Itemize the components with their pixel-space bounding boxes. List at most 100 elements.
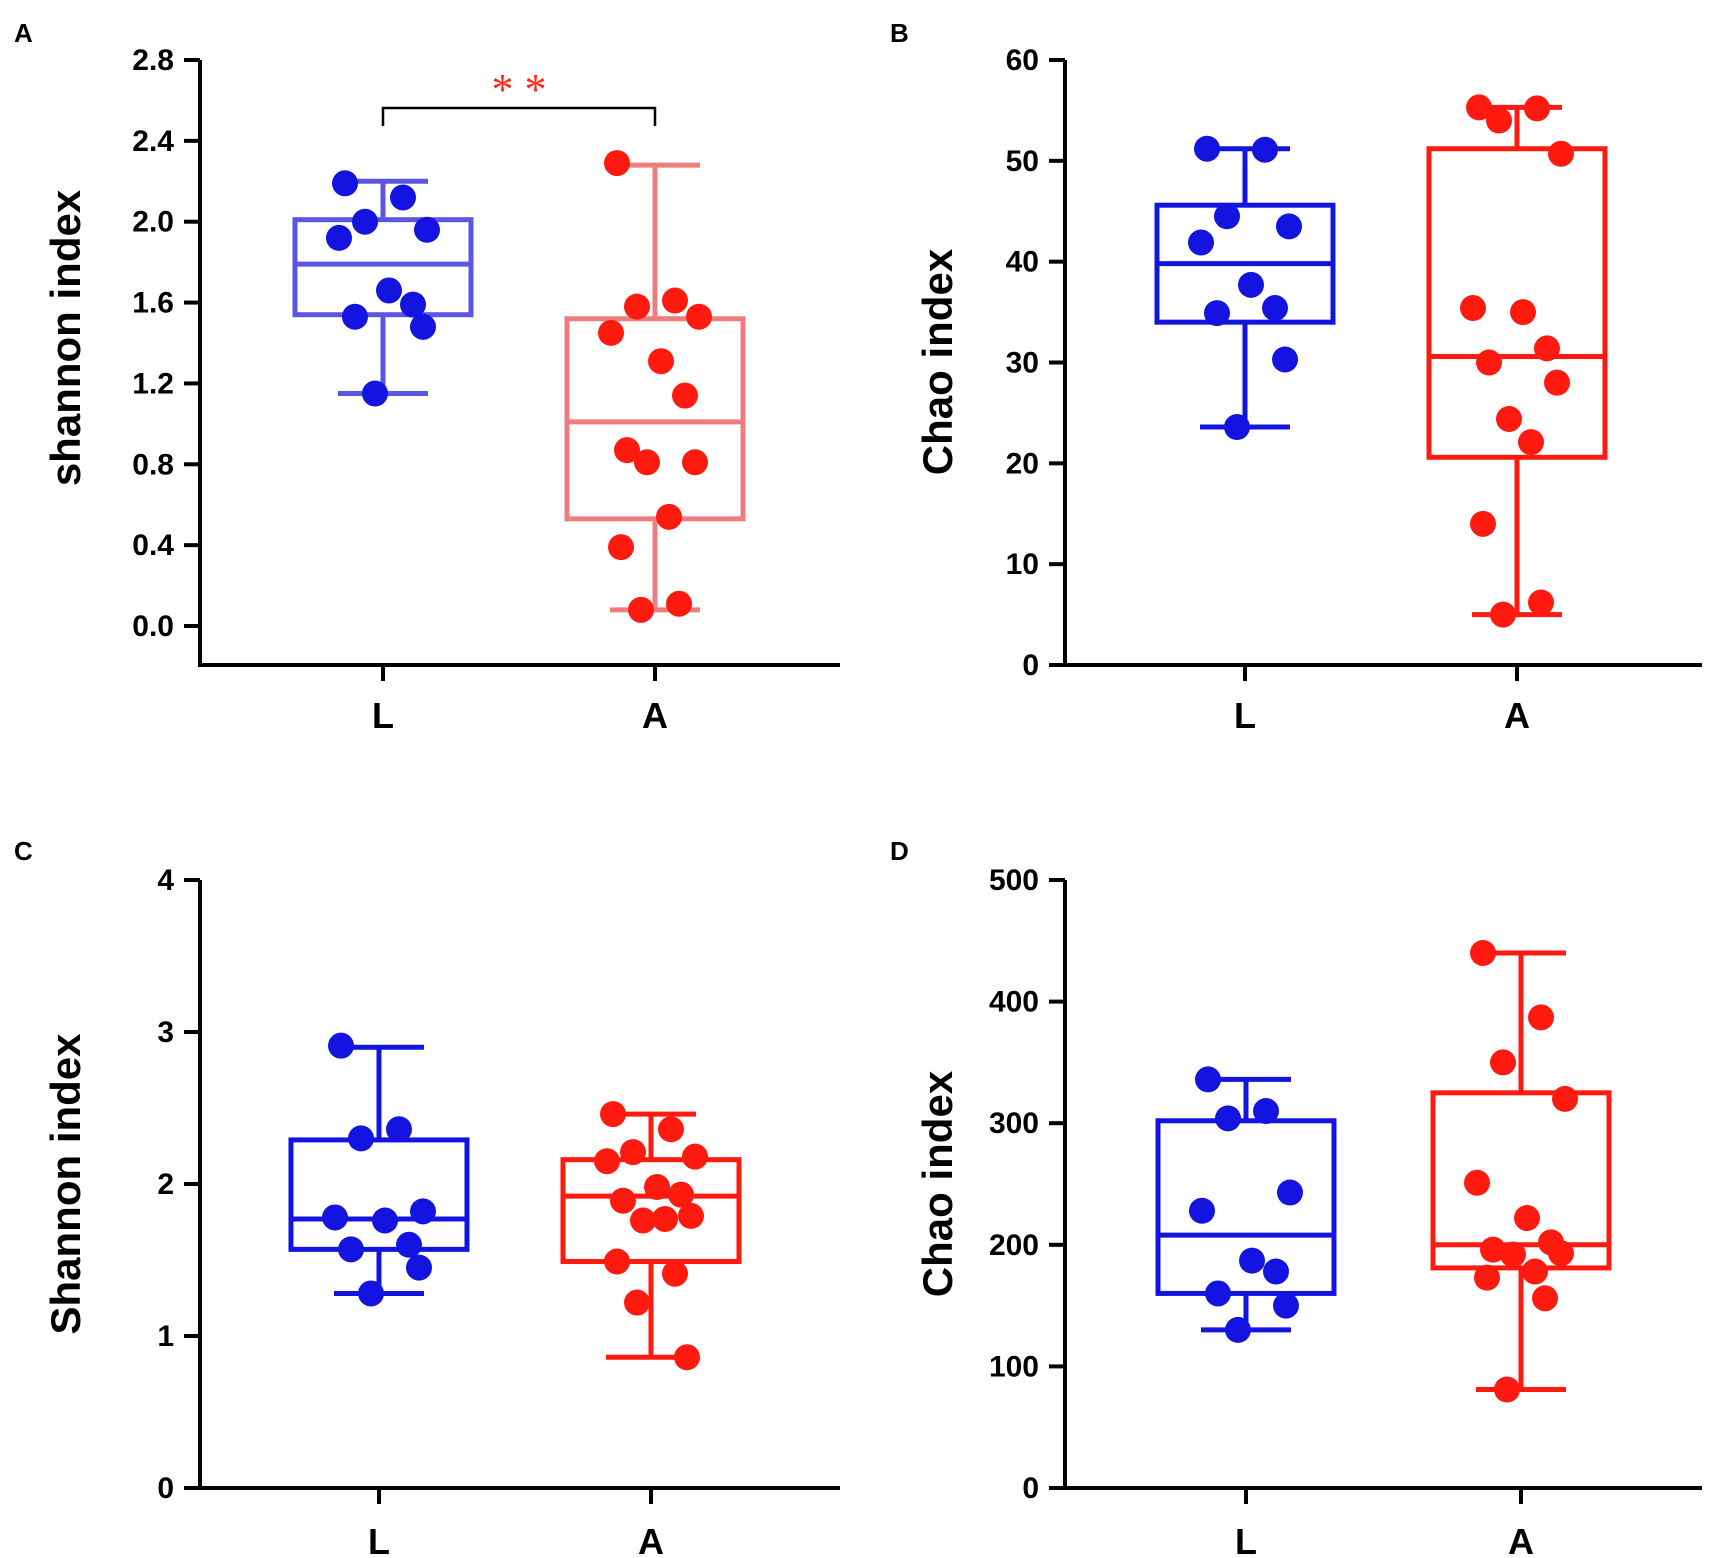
y-tick-label: 2.8: [132, 44, 174, 77]
y-tick-label: 1.2: [132, 367, 174, 400]
data-point: [1548, 1240, 1574, 1267]
data-point: [1464, 1169, 1490, 1196]
data-point: [604, 150, 630, 177]
data-point: [620, 1139, 646, 1166]
data-point: [1194, 135, 1220, 162]
data-point: [1524, 95, 1550, 122]
data-point: [328, 1032, 354, 1059]
y-tick-label: 0.8: [132, 448, 174, 481]
data-point: [342, 303, 368, 330]
panel-letter: B: [890, 18, 909, 48]
data-point: [1189, 1197, 1215, 1224]
data-point: [1195, 1066, 1221, 1093]
data-point: [686, 303, 712, 330]
data-point: [332, 170, 358, 197]
y-tick-label: 2.4: [132, 125, 174, 158]
data-point: [406, 1254, 432, 1281]
data-point: [678, 1202, 704, 1229]
data-point: [630, 1207, 656, 1234]
data-point: [1518, 429, 1544, 456]
data-point: [598, 319, 624, 346]
y-tick-label: 100: [989, 1350, 1039, 1383]
y-tick-label: 10: [1006, 548, 1039, 581]
data-point: [682, 449, 708, 476]
y-axis-title: Shannon index: [42, 1033, 89, 1335]
x-tick-label: A: [1504, 695, 1530, 736]
data-point: [1470, 939, 1496, 966]
data-point: [326, 224, 352, 251]
data-point: [594, 1148, 620, 1175]
y-tick-label: 300: [989, 1107, 1039, 1140]
data-point: [634, 449, 660, 476]
data-point: [1272, 346, 1298, 373]
significance-bracket: [381, 106, 657, 126]
box-iqr: [560, 1157, 742, 1265]
data-point: [1225, 1316, 1251, 1343]
y-tick-label: 1: [157, 1320, 174, 1353]
y-tick-label: 30: [1006, 347, 1039, 380]
y-tick-label: 0.0: [132, 610, 174, 643]
data-point: [662, 287, 688, 314]
data-point: [1528, 589, 1554, 616]
data-point: [648, 348, 674, 375]
y-tick-label: 40: [1006, 246, 1039, 279]
data-point: [666, 590, 692, 617]
data-point: [1500, 1241, 1526, 1268]
y-tick-label: 200: [989, 1229, 1039, 1262]
panel-c: C 0 1 2 3 4 L A Shannon index: [14, 836, 840, 1558]
series-l: [292, 170, 474, 407]
data-point: [410, 313, 436, 340]
data-point: [1494, 1376, 1520, 1403]
data-point: [1532, 1285, 1558, 1312]
data-point: [1486, 107, 1512, 134]
y-axis-title: Chao index: [914, 1070, 961, 1297]
y-tick-label: 2.0: [132, 206, 174, 239]
y-tick-label: 500: [989, 864, 1039, 897]
series-l: [288, 1032, 470, 1307]
data-point: [414, 216, 440, 243]
data-point: [1514, 1205, 1540, 1232]
data-point: [610, 1187, 636, 1214]
data-point: [658, 1116, 684, 1143]
y-tick-label: 20: [1006, 447, 1039, 480]
y-tick-label: 2: [157, 1168, 174, 1201]
data-point: [410, 1198, 436, 1225]
data-point: [1552, 1085, 1578, 1112]
series-a: [564, 150, 746, 623]
x-tick-label: L: [1235, 1521, 1257, 1558]
data-point: [1276, 213, 1302, 240]
data-point: [1273, 1292, 1299, 1319]
box-iqr: [564, 316, 746, 522]
data-point: [1460, 295, 1486, 322]
data-point: [600, 1101, 626, 1128]
data-point: [1548, 140, 1574, 167]
data-point: [608, 534, 634, 561]
data-point: [1204, 300, 1230, 327]
y-tick-label: 4: [157, 864, 174, 897]
data-point: [396, 1231, 422, 1258]
data-point: [662, 1260, 688, 1287]
data-point: [1510, 299, 1536, 326]
y-tick-label: 3: [157, 1016, 174, 1049]
data-point: [1490, 1049, 1516, 1076]
data-point: [628, 596, 654, 623]
data-point: [1490, 601, 1516, 628]
y-tick-label: 0: [1022, 649, 1039, 682]
series-a: [1430, 939, 1612, 1403]
data-point: [358, 1280, 384, 1307]
data-point: [338, 1236, 364, 1263]
box-iqr: [1430, 1090, 1612, 1271]
data-point: [624, 293, 650, 320]
data-point: [674, 1344, 700, 1371]
box-iqr: [1155, 1118, 1337, 1296]
panel-letter: C: [14, 836, 33, 866]
y-tick-label: 1.6: [132, 287, 174, 320]
panel-d: D 0 100 200 300 400 500 L A Chao index: [890, 836, 1702, 1558]
data-point: [376, 277, 402, 304]
data-point: [604, 1248, 630, 1275]
data-point: [682, 1143, 708, 1170]
data-point: [644, 1174, 670, 1201]
series-a: [560, 1101, 742, 1371]
